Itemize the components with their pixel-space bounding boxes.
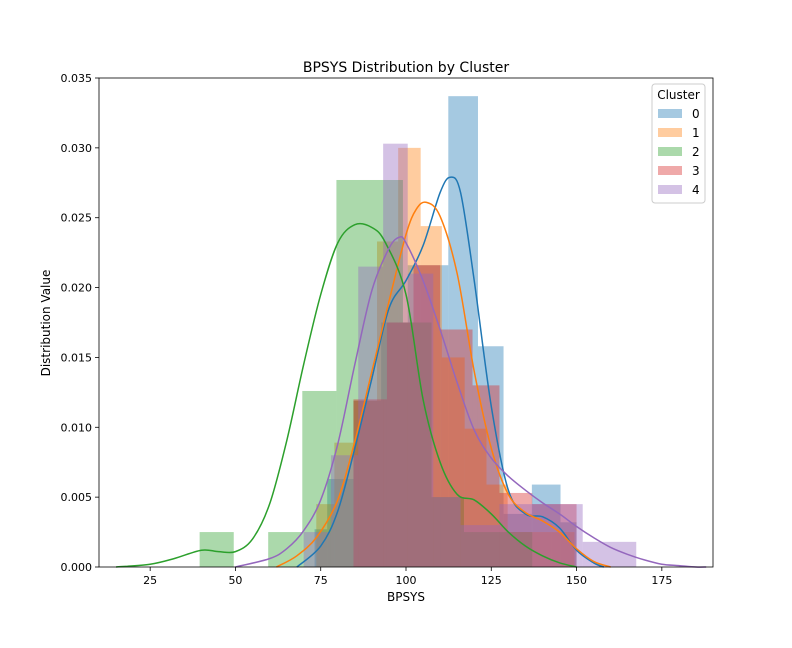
kde-line-series-0 <box>296 176 605 568</box>
y-axis-label: Distribution Value <box>39 270 53 377</box>
legend-swatch-0 <box>658 109 682 118</box>
y-tick-label: 0.000 <box>61 561 93 574</box>
kde-line-series-2 <box>115 222 577 568</box>
x-tick-label: 100 <box>396 574 417 587</box>
axes: 25 50 75 100 125 150 175 0.000 0.005 0.010 0.015 0.… <box>61 72 714 587</box>
bar-series-4-6 <box>460 525 500 567</box>
bar-series-0-3 <box>381 322 408 567</box>
bar-series-2-6 <box>463 532 533 567</box>
legend-label-0: 0 <box>692 107 700 121</box>
bar-series-1-4 <box>398 147 421 568</box>
x-tick-label: 50 <box>228 574 242 587</box>
bar-series-1-7 <box>464 428 487 567</box>
legend-swatch-1 <box>658 128 682 137</box>
legend-swatch-3 <box>658 166 682 175</box>
legend-box <box>651 83 706 204</box>
series-3-bars <box>353 265 577 567</box>
bar-series-3-6 <box>532 504 577 567</box>
y-tick-label: 0.010 <box>61 421 93 434</box>
x-tick-label: 75 <box>314 574 328 587</box>
y-tick-label: 0.005 <box>61 491 93 504</box>
x-axis-label: BPSYS <box>387 590 425 604</box>
legend: Cluster 0 1 2 3 4 <box>651 83 706 204</box>
legend-label-3: 3 <box>692 164 700 178</box>
bar-series-1-0 <box>316 504 335 567</box>
legend-label-1: 1 <box>692 126 700 140</box>
bar-series-1-3 <box>377 241 399 567</box>
bar-series-1-8 <box>486 484 508 567</box>
legend-title: Cluster <box>657 88 700 102</box>
legend-swatch-4 <box>658 185 682 194</box>
bar-series-3-3 <box>440 329 473 567</box>
bar-series-1-6 <box>441 357 465 567</box>
x-tick-label: 150 <box>566 574 587 587</box>
bar-series-4-5 <box>433 497 461 567</box>
y-tick-label: 0.015 <box>61 351 93 364</box>
bar-series-1-5 <box>420 226 442 567</box>
bar-series-3-1 <box>386 322 414 567</box>
bar-series-3-4 <box>472 385 500 567</box>
legend-label-2: 2 <box>692 145 700 159</box>
y-tick-label: 0.030 <box>61 142 93 155</box>
bar-series-4-1 <box>330 455 359 567</box>
y-tick-label: 0.035 <box>61 72 93 85</box>
bar-series-0-4 <box>407 265 449 567</box>
bar-series-1-9 <box>507 532 533 567</box>
bar-series-2-2 <box>302 390 337 567</box>
x-tick-label: 125 <box>481 574 502 587</box>
kde-line-series-4 <box>235 235 707 568</box>
bar-series-4-4 <box>407 273 434 567</box>
legend-swatch-2 <box>658 147 682 156</box>
chart-title: BPSYS Distribution by Cluster <box>303 60 510 76</box>
legend-label-4: 4 <box>692 183 700 197</box>
x-tick-label: 25 <box>143 574 157 587</box>
bar-series-4-3 <box>383 143 408 568</box>
bar-series-1-2 <box>353 400 378 567</box>
x-tick-label: 175 <box>651 574 672 587</box>
y-tick-label: 0.020 <box>61 282 93 295</box>
bar-series-4-8 <box>532 504 583 567</box>
bar-series-0-0 <box>314 529 328 567</box>
plot-area <box>115 96 707 568</box>
series-1-bars <box>316 147 575 568</box>
bar-series-2-5 <box>431 497 464 567</box>
kde-line-series-1 <box>276 201 611 568</box>
y-tick-label: 0.025 <box>61 212 93 225</box>
